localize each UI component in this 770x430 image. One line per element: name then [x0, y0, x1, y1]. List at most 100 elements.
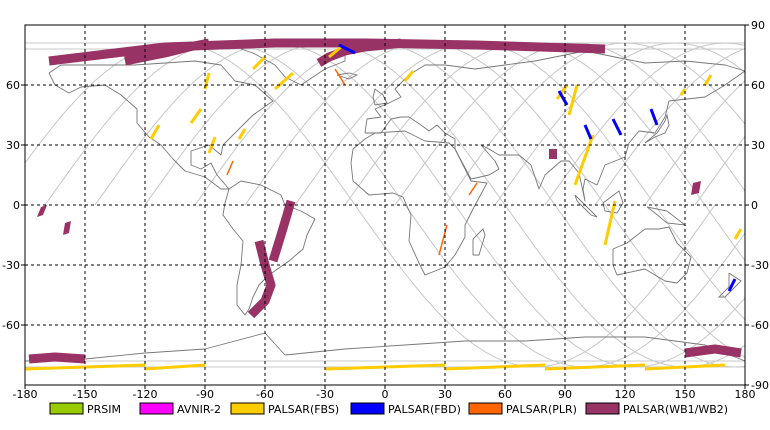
- legend-label: AVNIR-2: [177, 403, 221, 416]
- fbd-swath: [649, 108, 659, 126]
- x-tick-label: 90: [558, 388, 572, 401]
- fbs-swath: [444, 363, 546, 371]
- orbit-track: [594, 48, 746, 206]
- legend-swatch: [350, 402, 385, 415]
- fbd-swath: [338, 43, 356, 55]
- fbs-swath: [203, 72, 211, 90]
- wb-swath: [247, 239, 276, 319]
- legend: PRSIM AVNIR-2 PALSAR(FBS) PALSAR(FBD) PALSAR…: [49, 402, 728, 416]
- legend-label: PALSAR(FBS): [268, 403, 339, 416]
- y-tick-label-right: 30: [751, 139, 765, 152]
- legend-swatch: [49, 402, 84, 415]
- fbs-swath: [544, 363, 646, 371]
- fbs-swath: [603, 200, 617, 246]
- orbit-track: [44, 42, 746, 368]
- orbit-track: [194, 42, 746, 368]
- coastline-eurasia: [364, 50, 746, 202]
- legend-label: PALSAR(WB1/WB2): [623, 403, 728, 416]
- coastline-africa: [350, 130, 488, 276]
- fbs-swath: [703, 74, 713, 86]
- coastline-south-america: [222, 180, 316, 316]
- x-tick-label: 180: [735, 388, 756, 401]
- y-tick-label-left: -30: [2, 259, 20, 272]
- fbs-swath: [573, 134, 595, 186]
- y-tick-label-right: -30: [751, 259, 769, 272]
- coastline-north-america: [48, 60, 274, 190]
- x-tick-label: -90: [196, 388, 214, 401]
- orbit-track: [294, 42, 746, 320]
- wb-swath: [268, 199, 296, 263]
- y-tick-label-left: 30: [6, 139, 20, 152]
- plr-swath: [438, 224, 448, 256]
- fbd-swath: [557, 90, 569, 106]
- wb-patch: [549, 149, 557, 159]
- graticule: [25, 25, 745, 385]
- coastline-sumatra: [574, 194, 598, 218]
- plr-swath: [468, 182, 478, 196]
- y-tick-label-right: 60: [751, 79, 765, 92]
- legend-swatch: [585, 402, 620, 415]
- wb-swath: [316, 38, 402, 67]
- fbd-swath: [611, 118, 623, 136]
- coastline-iceland: [336, 72, 359, 80]
- orbit-track: [544, 42, 746, 206]
- fbs-swath: [144, 363, 206, 371]
- orbit-track: [644, 80, 746, 206]
- orbit-track: [494, 42, 746, 206]
- fbs-swath: [237, 128, 247, 140]
- x-tick-label: 30: [438, 388, 452, 401]
- x-tick-label: -60: [256, 388, 274, 401]
- wb-swath: [28, 352, 86, 364]
- y-tick-label-left: 0: [13, 199, 20, 212]
- wb-swath: [48, 38, 606, 66]
- wb-patch: [691, 181, 701, 195]
- x-tick-label: 150: [675, 388, 696, 401]
- wb-patch: [63, 221, 71, 235]
- fbs-swath: [679, 88, 687, 96]
- coastline-borneo: [602, 190, 624, 214]
- fbs-swath: [328, 45, 342, 59]
- coastline-antarctica-coast: [24, 332, 746, 362]
- x-tick-label: 120: [615, 388, 636, 401]
- x-tick-label: -180: [13, 388, 38, 401]
- x-tick-label: 0: [382, 388, 389, 401]
- legend-swatch: [230, 402, 265, 415]
- observation-swaths: [24, 38, 743, 371]
- y-tick-label-left: -60: [2, 319, 20, 332]
- coastline-madagascar: [472, 228, 486, 256]
- x-tick-label: -150: [73, 388, 98, 401]
- coastline-new-zealand: [717, 272, 742, 298]
- legend-swatch: [139, 402, 174, 415]
- y-tick-label-left: 60: [6, 79, 20, 92]
- fbs-swath: [274, 71, 294, 91]
- orbit-track: [694, 136, 746, 206]
- x-tick-label: 60: [498, 388, 512, 401]
- orbit-track: [244, 42, 746, 358]
- coastline-japan: [644, 113, 670, 144]
- y-tick-label-right: 0: [751, 199, 758, 212]
- wb-swath: [684, 344, 742, 358]
- coastline-new-guinea: [646, 206, 687, 226]
- y-tick-label-right: -60: [751, 319, 769, 332]
- x-tick-label: -120: [133, 388, 158, 401]
- legend-swatch: [468, 402, 503, 415]
- y-tick-label-right: -90: [751, 379, 769, 392]
- plr-swath: [226, 160, 234, 176]
- plr-swath: [334, 68, 346, 86]
- fbs-swath: [733, 228, 743, 240]
- fbd-swath: [727, 278, 737, 292]
- axis-tick-labels: -180 -150 -120 -90 -60 -30 0 30 60 90 120 150 180 60 3…: [2, 19, 769, 401]
- fbs-swath: [567, 84, 579, 116]
- wb-patch: [37, 205, 47, 217]
- coastline-australia: [612, 226, 692, 284]
- legend-label: PRSIM: [87, 403, 121, 416]
- y-tick-label-right: 90: [751, 19, 765, 32]
- fbs-swath: [403, 70, 415, 82]
- fbs-swath: [149, 124, 161, 140]
- fbs-swath: [189, 108, 203, 124]
- wb-swath: [124, 38, 210, 66]
- legend-label: PALSAR(PLR): [506, 403, 577, 416]
